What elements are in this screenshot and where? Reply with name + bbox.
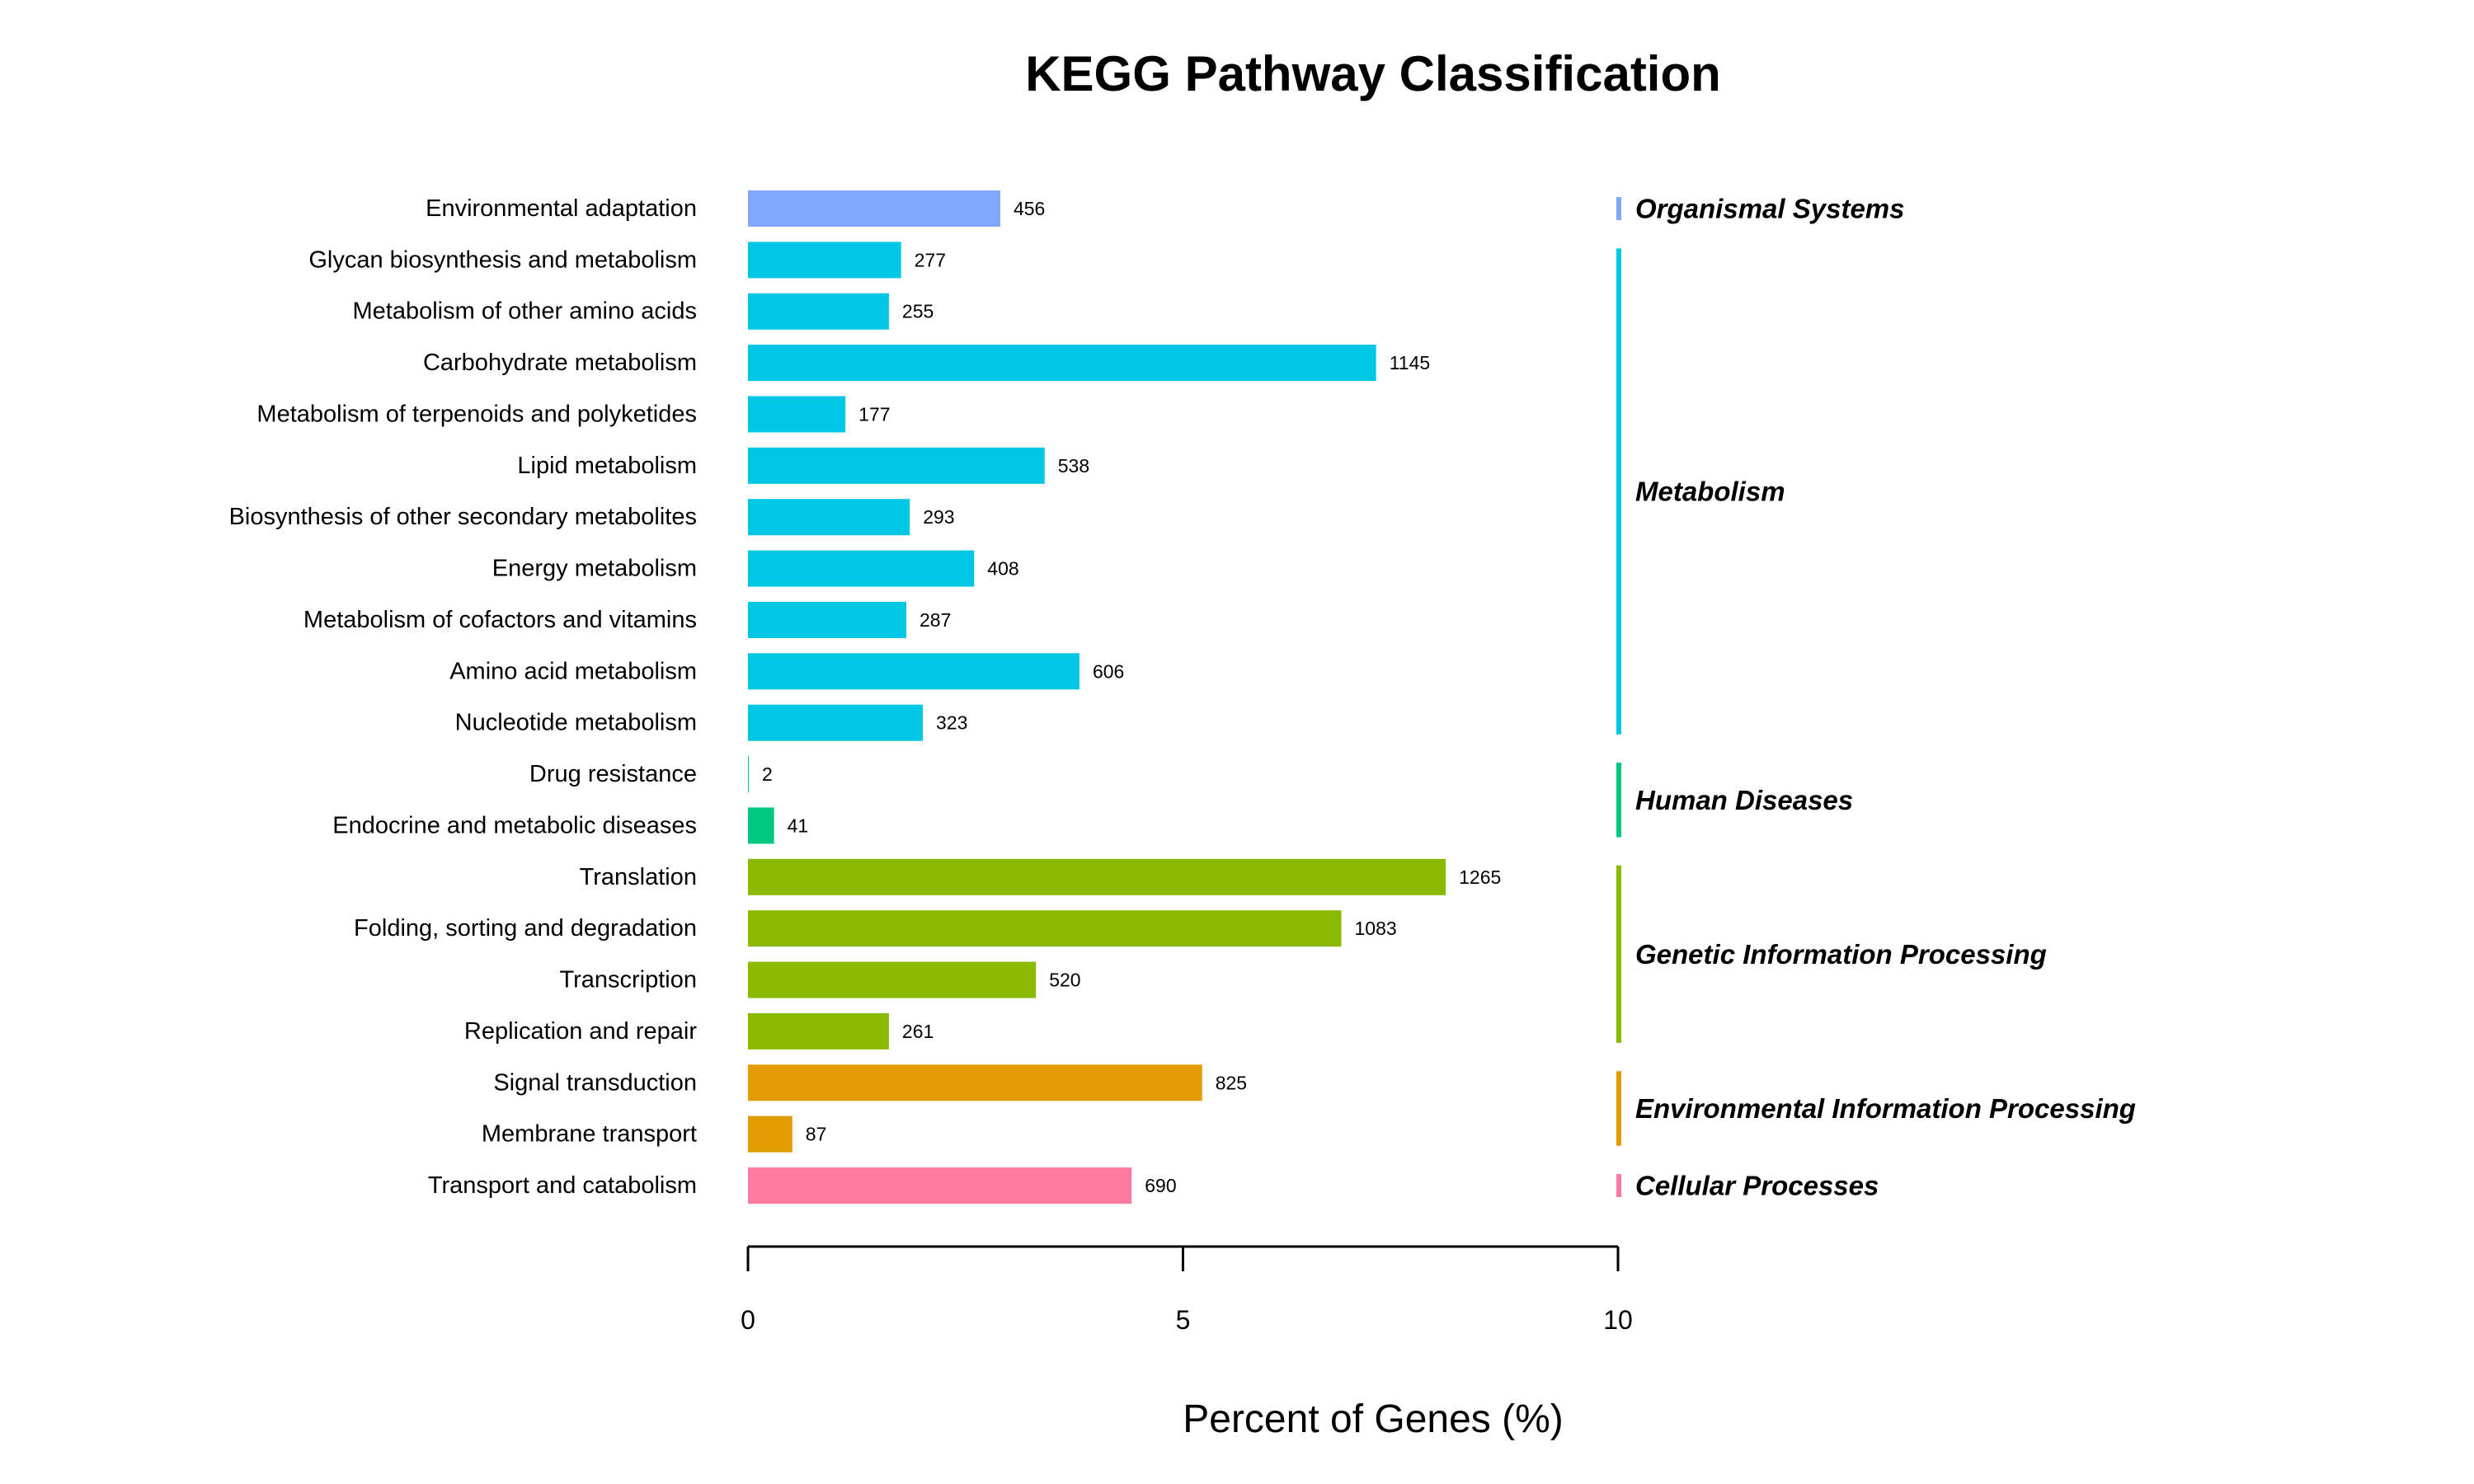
category-label: Drug resistance — [529, 761, 697, 787]
category-label: Biosynthesis of other secondary metaboli… — [229, 504, 697, 530]
bar — [748, 704, 924, 741]
bar — [748, 345, 1376, 382]
group-label: Organismal Systems — [1635, 194, 1905, 224]
bar — [748, 961, 1037, 998]
category-label: Replication and repair — [464, 1018, 697, 1045]
category-label: Amino acid metabolism — [449, 658, 697, 684]
category-label: Signal transduction — [493, 1069, 697, 1096]
bar — [748, 858, 1446, 895]
x-axis: 0 5 10 — [741, 1245, 1633, 1335]
bar — [748, 601, 907, 638]
bar — [748, 1115, 793, 1153]
bar-value-label: 538 — [1058, 455, 1089, 477]
group-label: Genetic Information Processing — [1635, 939, 2047, 970]
bar — [748, 1012, 889, 1050]
bar-value-label: 1083 — [1355, 918, 1397, 939]
category-label: Metabolism of terpenoids and polyketides — [256, 401, 697, 427]
bar-value-label: 520 — [1049, 970, 1080, 991]
group-label: Metabolism — [1635, 477, 1785, 507]
bar — [748, 499, 910, 536]
category-label: Endocrine and metabolic diseases — [332, 812, 697, 838]
category-label: Lipid metabolism — [517, 453, 697, 479]
group-label: Environmental Information Processing — [1635, 1093, 2136, 1124]
group-brackets: Organismal Systems Metabolism Human Diseas… — [1616, 194, 2136, 1201]
category-label: Translation — [580, 864, 697, 890]
group-label: Cellular Processes — [1635, 1171, 1879, 1201]
x-tick-label: 0 — [741, 1305, 755, 1335]
category-label: Folding, sorting and degradation — [354, 915, 697, 942]
category-label: Transport and catabolism — [428, 1172, 697, 1199]
category-label: Transcription — [559, 967, 697, 993]
bar — [748, 756, 750, 793]
bar — [748, 653, 1079, 690]
bar-value-label: 456 — [1014, 198, 1045, 219]
bar — [748, 807, 774, 844]
bar-value-label: 408 — [987, 558, 1018, 580]
bar-value-label: 2 — [762, 763, 773, 785]
bar — [748, 910, 1342, 947]
bar-value-label: 255 — [902, 301, 934, 322]
category-label: Metabolism of cofactors and vitamins — [303, 607, 697, 633]
bar — [748, 1064, 1202, 1101]
bar — [748, 396, 846, 433]
bar — [748, 293, 889, 330]
category-label: Glycan biosynthesis and metabolism — [308, 247, 697, 273]
bar-value-label: 41 — [788, 815, 809, 836]
bar-value-label: 293 — [923, 506, 954, 528]
bar-value-label: 261 — [902, 1021, 934, 1042]
bar-value-label: 287 — [920, 609, 951, 631]
bar-value-label: 177 — [858, 403, 890, 425]
bar-value-label: 1145 — [1390, 352, 1430, 373]
bar — [748, 242, 901, 279]
chart-title: KEGG Pathway Classification — [1025, 46, 1721, 101]
x-tick-label: 5 — [1176, 1305, 1191, 1335]
bar-value-label: 606 — [1093, 660, 1124, 682]
bar-value-label: 1265 — [1459, 866, 1501, 888]
category-label: Carbohydrate metabolism — [423, 350, 697, 376]
bar — [748, 550, 975, 587]
category-label: Energy metabolism — [492, 556, 697, 582]
bar-value-label: 277 — [915, 249, 946, 270]
bar-value-label: 825 — [1216, 1072, 1247, 1093]
category-label: Membrane transport — [482, 1121, 697, 1148]
bars-layer: Environmental adaptation 456 Glycan biosyn… — [229, 190, 1501, 1205]
bar — [748, 190, 1000, 227]
bar-value-label: 87 — [806, 1124, 827, 1145]
category-label: Nucleotide metabolism — [455, 710, 697, 736]
category-label: Metabolism of other amino acids — [353, 298, 697, 325]
x-axis-title: Percent of Genes (%) — [1183, 1397, 1564, 1441]
bar-value-label: 690 — [1145, 1175, 1176, 1196]
category-label: Environmental adaptation — [426, 195, 697, 222]
bar-value-label: 323 — [936, 712, 967, 734]
bar — [748, 447, 1045, 484]
x-tick-label: 10 — [1603, 1305, 1633, 1335]
bar — [748, 1167, 1132, 1205]
group-label: Human Diseases — [1635, 785, 1853, 815]
